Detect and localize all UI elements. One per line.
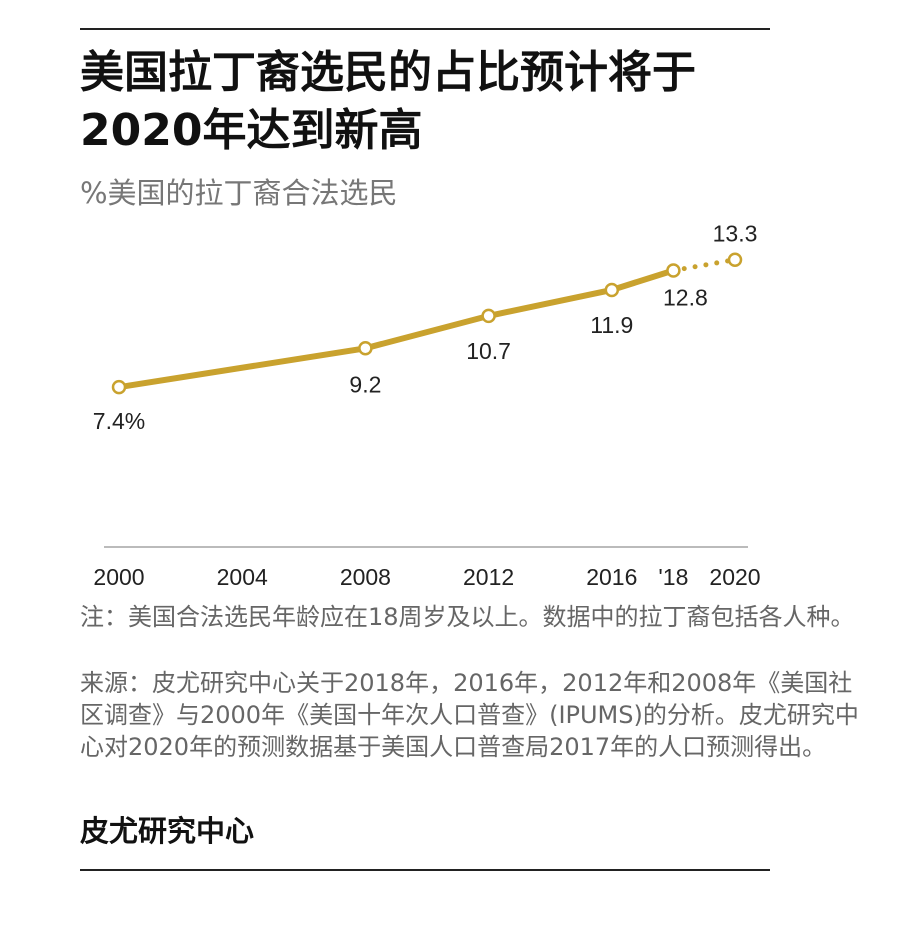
x-tick-label: 2008	[340, 564, 391, 590]
note: 注：美国合法选民年龄应在18周岁及以上。数据中的拉丁裔包括各人种。	[80, 603, 855, 631]
point	[604, 282, 620, 298]
point	[727, 252, 743, 267]
projected-line	[670, 257, 738, 274]
point	[666, 263, 681, 278]
point	[481, 308, 496, 324]
data-label: 9.2	[349, 371, 381, 397]
data-label: 10.7	[466, 338, 511, 364]
x-tick-label: '18	[658, 564, 688, 590]
source: 来源：皮尤研究中心关于2018年，2016年，2012年和2008年《美国社区调…	[80, 669, 859, 761]
chart-title: 美国拉丁裔选民的占比预计将于	[80, 47, 696, 98]
x-tick-label: 2012	[463, 564, 514, 590]
point	[111, 379, 127, 395]
data-label: 13.3	[713, 221, 758, 247]
x-tick-label: 2016	[586, 564, 637, 590]
data-label: 7.4%	[93, 408, 145, 434]
data-label: 11.9	[590, 312, 633, 338]
point	[358, 341, 373, 356]
footer: 皮尤研究中心	[80, 814, 255, 848]
x-tick-label: 2000	[93, 564, 144, 590]
bottom-rule	[80, 869, 770, 871]
chart-subtitle: %美国的拉丁裔合法选民	[80, 176, 398, 210]
x-tick-label: 2004	[217, 564, 268, 590]
chart-title: 2020年达到新高	[80, 105, 423, 156]
top-rule	[80, 28, 770, 30]
data-label: 12.8	[663, 285, 708, 311]
x-tick-label: 2020	[709, 564, 760, 590]
